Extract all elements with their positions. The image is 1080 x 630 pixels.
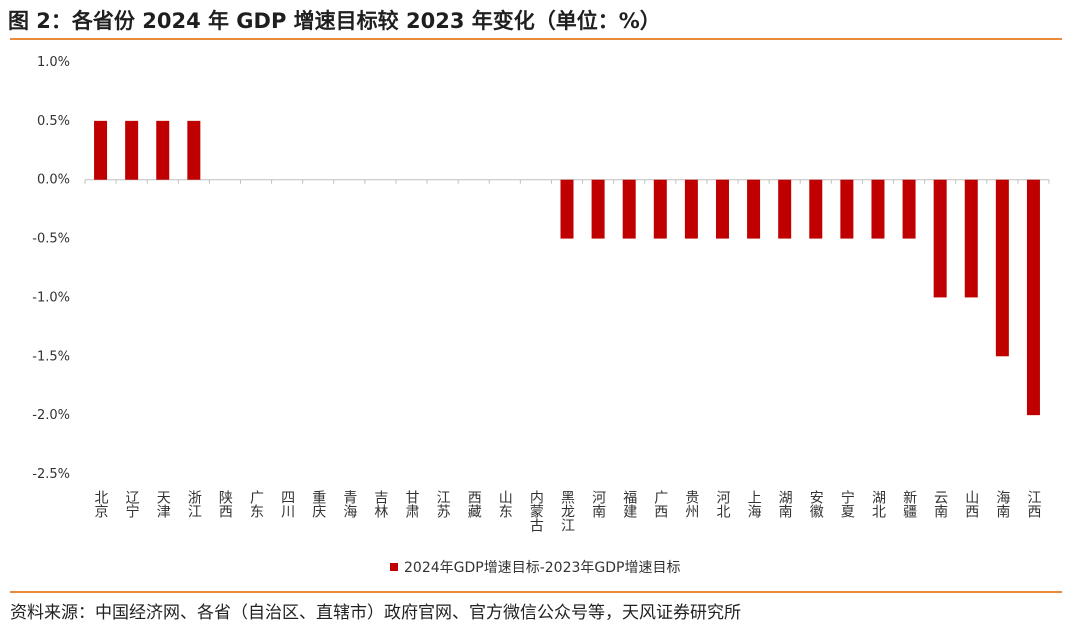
legend-label: 2024年GDP增速目标-2023年GDP增速目标 [404,560,680,576]
bar [622,179,636,239]
x-tick-label: 西藏 [466,490,482,518]
y-tick-label: -2.0% [32,408,70,423]
x-tick-label: 辽宁 [124,490,140,518]
x-tick-label: 陕西 [217,490,233,518]
bar [591,179,605,239]
bar [933,179,947,298]
x-tick-label: 山西 [963,490,979,518]
chart-title: 图 2：各省份 2024 年 GDP 增速目标较 2023 年变化（单位：%） [8,9,661,33]
x-tick-label: 新疆 [901,490,917,518]
legend-swatch [390,563,398,571]
x-tick-label: 甘肃 [404,490,420,518]
x-tick-label: 北京 [93,490,109,518]
x-tick-label: 广东 [248,490,264,518]
x-tick-label: 黑龙江 [559,490,575,532]
bar [684,179,698,239]
x-tick-label: 宁夏 [839,489,855,518]
x-tick-label: 安徽 [808,490,824,518]
bar [187,120,201,180]
bar [871,179,885,239]
x-tick-label: 贵州 [683,490,699,518]
source-divider [10,591,1062,593]
y-tick-label: -0.5% [32,232,70,247]
bar [653,179,667,239]
bar [156,120,170,180]
x-tick-label: 四川 [279,490,295,518]
bar [125,120,139,180]
bar [560,179,574,239]
bar [1026,179,1040,416]
x-tick-label: 天津 [155,490,171,518]
bar [778,179,792,239]
x-tick-label: 青海 [341,490,357,518]
x-tick-label: 云南 [932,490,948,518]
bar-chart: 1.0% 0.5% 0.0% -0.5% -1.0% -1.5% -2.0% -2.5% 北京辽… [32,55,1050,576]
x-tick-label: 河北 [714,490,730,519]
x-tick-label: 上海 [746,490,762,518]
bar [995,179,1009,357]
bar [809,179,823,239]
y-tick-label: -1.0% [32,290,70,305]
x-tick-label: 湖北 [870,490,886,519]
x-tick-label: 河南 [590,490,606,518]
y-tick-label: 0.0% [37,173,70,188]
bar [94,120,108,180]
x-tick-label: 海南 [994,490,1010,518]
source-note: 资料来源：中国经济网、各省（自治区、直辖市）政府官网、官方微信公众号等，天风证券… [10,603,741,623]
x-tick-label: 湖南 [777,490,793,518]
x-tick-label: 广西 [652,490,668,518]
y-tick-label: 1.0% [37,55,70,70]
y-tick-label: -1.5% [32,349,70,364]
bar [964,179,978,298]
x-tick-label: 山东 [497,490,513,518]
x-tick-label: 内蒙古 [528,490,544,532]
x-tick-label: 浙江 [186,490,202,518]
title-divider [10,38,1062,40]
y-tick-label: 0.5% [37,114,70,129]
bar [840,179,854,239]
y-tick-label: -2.5% [32,467,70,482]
x-tick-label: 吉林 [372,490,388,518]
x-tick-label: 江苏 [435,490,451,519]
x-tick-label: 重庆 [310,490,326,518]
bar [715,179,729,239]
x-tick-label: 福建 [621,490,637,519]
bar [747,179,761,239]
x-tick-label: 江西 [1025,490,1041,518]
bar [902,179,916,239]
